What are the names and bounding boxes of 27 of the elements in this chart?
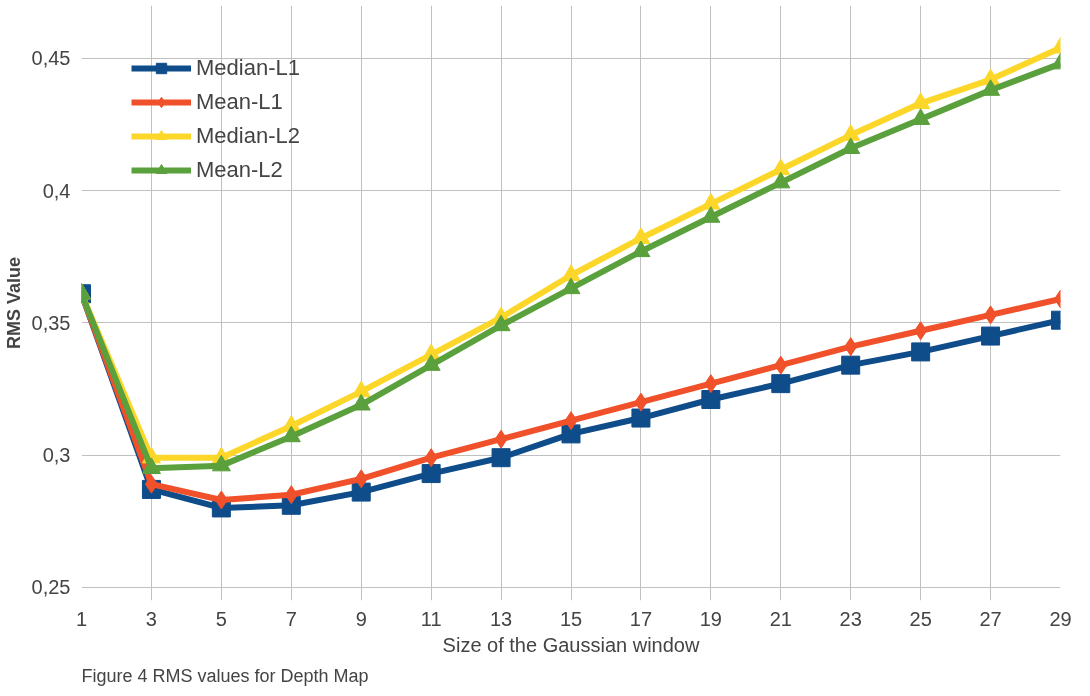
y-tick-label: 0,4 — [42, 179, 71, 202]
legend-label: Median-L1 — [196, 55, 300, 81]
x-tick-label: 13 — [489, 607, 513, 630]
x-tick-label: 19 — [699, 607, 722, 630]
x-axis-title: Size of the Gaussian window — [442, 633, 700, 656]
y-axis-title: RMS Value — [3, 256, 24, 350]
x-tick-label: 9 — [355, 607, 367, 630]
x-tick-label: 3 — [145, 607, 157, 630]
caption: Figure 4 RMS values for Depth Map — [81, 665, 369, 686]
x-tick-label: 23 — [839, 607, 862, 630]
y-tick-label: 0,25 — [31, 576, 71, 599]
y-tick-label: 0,45 — [31, 47, 71, 70]
y-tick-label: 0,3 — [42, 444, 71, 467]
x-tick-label: 17 — [629, 607, 653, 630]
x-tick-label: 29 — [1049, 607, 1072, 630]
x-tick-label: 11 — [420, 607, 442, 630]
legend-label: Median-L2 — [196, 123, 300, 149]
x-tick-label: 7 — [285, 607, 297, 630]
x-tick-label: 5 — [215, 607, 227, 630]
x-tick-label: 21 — [769, 607, 792, 630]
legend-label: Mean-L2 — [196, 157, 283, 183]
x-tick-label: 1 — [75, 607, 88, 630]
x-tick-label: 15 — [559, 607, 583, 630]
legend-label: Mean-L1 — [196, 89, 283, 115]
y-tick-label: 0,35 — [31, 311, 71, 334]
x-tick-label: 27 — [979, 607, 1002, 630]
x-tick-label: 25 — [909, 607, 932, 630]
